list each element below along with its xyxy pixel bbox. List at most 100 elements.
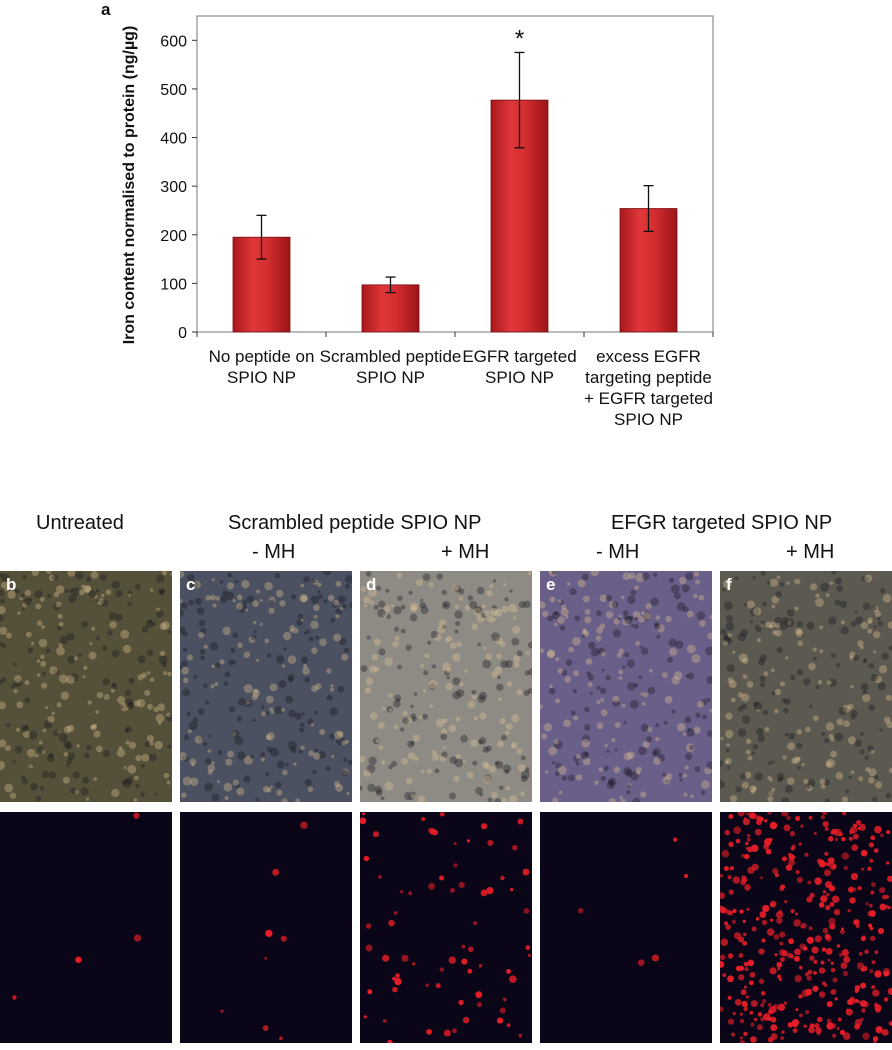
cell-texture	[726, 743, 730, 747]
cell-texture	[861, 693, 871, 703]
cell-texture	[624, 652, 630, 658]
cell-texture	[234, 736, 244, 746]
cell-texture	[299, 594, 308, 603]
cell-texture	[561, 604, 567, 610]
y-tick-label: 0	[178, 325, 187, 342]
cell-texture	[115, 589, 123, 598]
cell-texture	[622, 572, 631, 581]
cell-texture	[22, 602, 28, 608]
fluorescent-cell	[833, 908, 841, 916]
cell-texture	[378, 745, 384, 750]
cell-texture	[270, 710, 275, 715]
fluorescent-cell	[428, 882, 436, 890]
cell-texture	[695, 712, 701, 718]
brightfield-image-e: e	[540, 571, 712, 802]
cell-texture	[640, 723, 649, 732]
cell-texture	[564, 676, 572, 683]
cell-texture	[504, 597, 509, 602]
cell-texture	[193, 675, 198, 680]
cell-texture	[641, 572, 650, 581]
cell-texture	[434, 633, 442, 642]
cell-texture	[597, 647, 605, 655]
cell-texture	[197, 708, 205, 716]
fluorescent-cell	[392, 986, 398, 993]
cell-texture	[784, 732, 789, 737]
fluorescent-cell	[720, 1006, 724, 1012]
fluorescent-cell	[870, 882, 876, 888]
cell-texture	[51, 711, 55, 715]
fluorescent-cell	[828, 917, 836, 925]
cell-texture	[862, 602, 871, 611]
cell-texture	[617, 616, 621, 620]
cell-texture	[478, 737, 487, 745]
cell-texture	[598, 767, 604, 772]
cell-texture	[332, 602, 339, 608]
cell-texture	[78, 589, 85, 596]
cell-texture	[577, 579, 586, 588]
cell-texture	[405, 717, 412, 724]
cell-texture	[295, 798, 301, 802]
cell-texture	[17, 611, 21, 615]
cell-texture	[686, 644, 696, 654]
cell-texture	[647, 726, 653, 732]
cell-texture	[39, 786, 44, 791]
cell-texture	[215, 662, 221, 668]
cell-texture	[555, 698, 561, 704]
cell-texture	[750, 619, 754, 624]
cell-texture	[55, 585, 65, 594]
cell-texture	[498, 697, 502, 701]
cell-texture	[38, 740, 43, 745]
fluorescent-cell	[824, 851, 829, 856]
cell-texture	[227, 572, 233, 578]
cell-texture	[207, 764, 216, 772]
fluorescent-cell	[279, 1036, 283, 1041]
cell-texture	[634, 585, 639, 591]
cell-texture	[373, 666, 380, 672]
fluorescent-cell	[133, 934, 142, 942]
cell-texture	[323, 599, 328, 604]
cell-texture	[656, 634, 661, 639]
cell-texture	[317, 590, 321, 594]
cell-texture	[287, 674, 295, 682]
cell-texture	[619, 795, 623, 800]
cell-texture	[0, 626, 8, 635]
cell-texture	[862, 659, 867, 663]
cell-texture	[181, 792, 187, 798]
cell-texture	[302, 667, 310, 675]
cell-texture	[276, 589, 284, 598]
cell-texture	[198, 736, 203, 741]
cell-texture	[815, 593, 820, 598]
cell-texture	[872, 631, 881, 639]
fluorescent-cell	[874, 825, 882, 834]
fluorescent-cell	[741, 876, 748, 883]
cell-texture	[443, 746, 447, 750]
cell-texture	[496, 740, 504, 748]
fluorescent-cell	[425, 983, 429, 987]
fluorescent-cell	[777, 967, 781, 971]
cell-texture	[631, 624, 635, 628]
fluorescent-cell	[749, 980, 754, 986]
cell-texture	[0, 679, 4, 685]
fluorescent-cell	[837, 1017, 842, 1022]
cell-texture	[673, 592, 682, 600]
fluorescent-cell	[804, 852, 809, 857]
cell-texture	[118, 746, 123, 750]
cell-texture	[134, 775, 139, 781]
cell-texture	[857, 640, 864, 647]
cell-texture	[650, 597, 659, 607]
cell-texture	[0, 614, 4, 622]
cell-texture	[103, 693, 110, 700]
fluorescent-cell	[725, 909, 732, 915]
cell-texture	[496, 653, 502, 660]
cell-texture	[378, 600, 386, 608]
cell-texture	[673, 671, 683, 680]
cell-texture	[624, 615, 633, 625]
fluorescent-cell	[809, 955, 815, 961]
cell-texture	[725, 712, 733, 720]
cell-texture	[475, 786, 483, 795]
cell-texture	[285, 762, 290, 767]
cell-texture	[4, 588, 8, 592]
cell-texture	[742, 657, 749, 664]
cell-texture	[137, 674, 144, 681]
fluorescent-cell	[808, 815, 813, 820]
